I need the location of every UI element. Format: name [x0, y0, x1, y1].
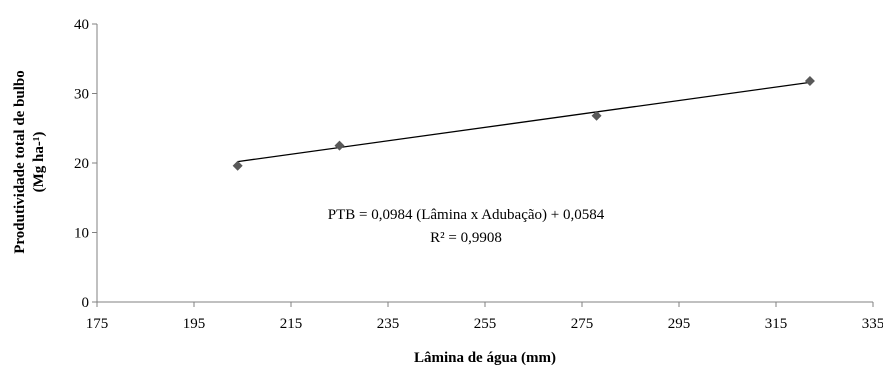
x-tick-label: 255 [474, 316, 497, 332]
data-point [334, 140, 345, 151]
x-tick-label: 295 [668, 316, 691, 332]
trendline-group [237, 81, 811, 163]
x-tick-label: 275 [571, 316, 594, 332]
y-tick-label: 0 [82, 295, 90, 311]
data-point [232, 160, 243, 171]
r-squared: R² = 0,9908 [430, 230, 502, 246]
x-tick-label: 195 [183, 316, 206, 332]
data-point [804, 75, 815, 86]
x-axis-title: Lâmina de água (mm) [414, 350, 556, 366]
x-tick-label: 175 [86, 316, 109, 332]
y-tick-label: 30 [74, 87, 89, 103]
x-axis-ticks: 175 195 215 235 255 275 295 315 335 [86, 302, 883, 332]
data-point [591, 110, 602, 121]
y-axis-ticks: 0 10 20 30 40 [74, 17, 97, 311]
x-tick-label: 235 [377, 316, 400, 332]
x-tick-label: 335 [862, 316, 883, 332]
y-tick-label: 10 [74, 226, 89, 242]
y-axis-unit: (Mg ha-¹) [31, 132, 47, 193]
y-tick-label: 20 [74, 156, 89, 172]
axes [96, 24, 873, 303]
trendline [237, 81, 811, 163]
y-tick-label: 40 [74, 17, 89, 33]
x-tick-label: 215 [280, 316, 303, 332]
regression-equation: PTB = 0,0984 (Lâmina x Adubação) + 0,058… [328, 207, 605, 223]
data-points [232, 75, 815, 171]
y-axis-title: Produtividade total de bulbo [12, 70, 28, 254]
x-tick-label: 315 [765, 316, 788, 332]
